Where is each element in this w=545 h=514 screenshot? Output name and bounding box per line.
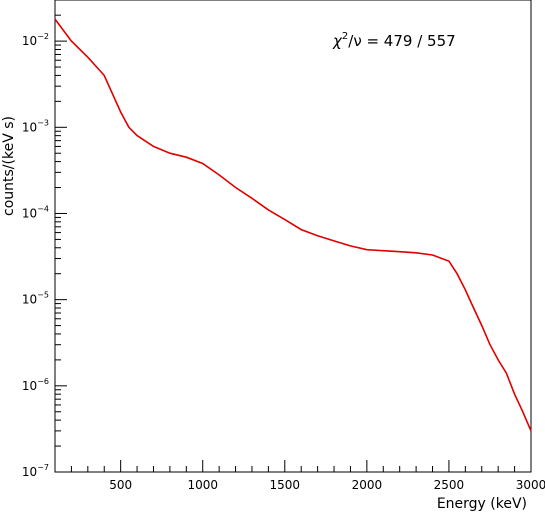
y-tick-label: 10−3 <box>22 118 49 134</box>
chi-exponent: 2 <box>342 31 348 42</box>
x-tick-label: 3000 <box>516 478 545 492</box>
x-axis-label: Energy (keV) <box>437 496 527 512</box>
x-tick-label: 1500 <box>270 478 301 492</box>
fit-annotation: χ2/ν = 479 / 557 <box>332 31 456 50</box>
fit-value: /ν = 479 / 557 <box>348 32 455 50</box>
fit-curve-series <box>54 18 532 432</box>
y-tick-label: 10−6 <box>22 377 49 393</box>
y-axis-label: counts/(keV s) <box>1 116 17 216</box>
plot-frame <box>54 0 532 473</box>
x-tick-label: 1000 <box>187 478 218 492</box>
y-tick-label: 10−2 <box>22 32 49 48</box>
series-layer <box>54 18 532 432</box>
x-tick-label: 2500 <box>434 478 465 492</box>
x-tick-label: 2000 <box>352 478 383 492</box>
y-tick-label: 10−7 <box>22 463 49 479</box>
x-axis: 500 1000 1500 2000 2500 3000 <box>54 460 545 492</box>
y-axis: 10−7 10−6 10−5 10−4 10−3 10−2 <box>22 0 67 479</box>
chi-symbol: χ <box>332 32 343 50</box>
x-tick-label: 500 <box>109 478 132 492</box>
y-tick-label: 10−4 <box>22 204 49 220</box>
y-tick-label: 10−5 <box>22 291 49 307</box>
